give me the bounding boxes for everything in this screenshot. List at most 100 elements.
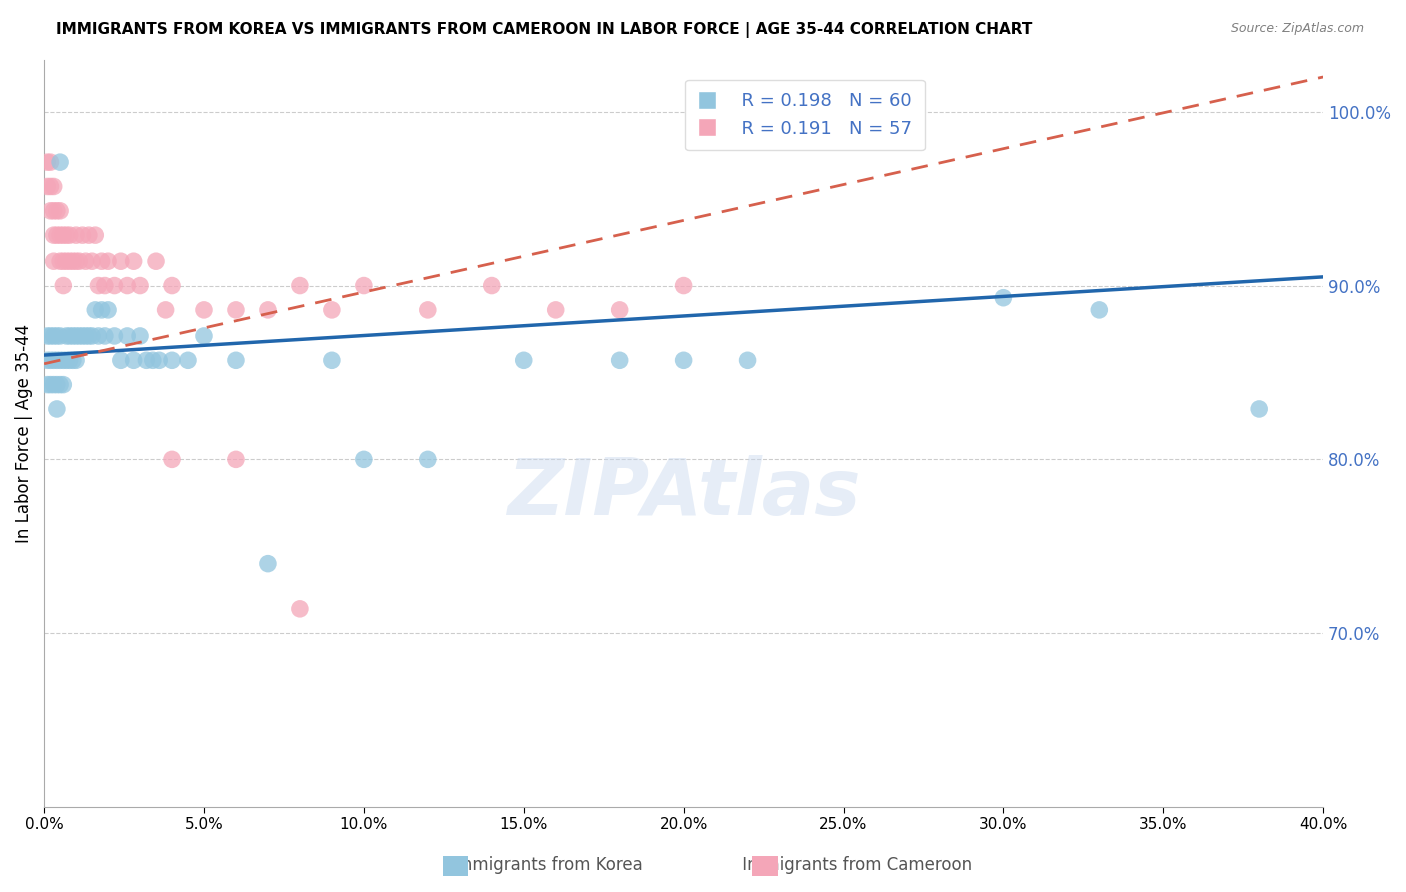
Point	[42, 353, 65, 368]
Text: ZIPAtlas: ZIPAtlas	[508, 455, 860, 531]
Point	[122, 254, 145, 268]
Point	[148, 353, 170, 368]
Point	[37, 179, 59, 194]
Point	[225, 353, 247, 368]
Point	[55, 228, 77, 243]
Point	[84, 302, 107, 317]
Point	[225, 452, 247, 467]
Point	[49, 254, 72, 268]
Point	[416, 452, 439, 467]
Point	[90, 302, 112, 317]
Point	[65, 254, 87, 268]
Point	[49, 329, 72, 343]
Point	[67, 329, 90, 343]
Point	[672, 353, 695, 368]
Point	[544, 302, 567, 317]
Point	[87, 329, 110, 343]
Point	[39, 203, 62, 218]
Point	[122, 353, 145, 368]
Point	[129, 329, 152, 343]
Point	[321, 302, 343, 317]
Point	[45, 329, 67, 343]
Point	[672, 278, 695, 293]
Point	[42, 377, 65, 392]
Point	[52, 278, 75, 293]
Point	[42, 203, 65, 218]
Point	[55, 329, 77, 343]
Point	[110, 353, 132, 368]
Point	[193, 329, 215, 343]
Point	[42, 228, 65, 243]
Point	[160, 278, 183, 293]
Point	[97, 254, 120, 268]
Text: IMMIGRANTS FROM KOREA VS IMMIGRANTS FROM CAMEROON IN LABOR FORCE | AGE 35-44 COR: IMMIGRANTS FROM KOREA VS IMMIGRANTS FROM…	[56, 22, 1032, 38]
Point	[37, 353, 59, 368]
Point	[321, 353, 343, 368]
Point	[45, 401, 67, 416]
Point	[609, 353, 631, 368]
Point	[72, 329, 94, 343]
Point	[59, 254, 82, 268]
Point	[110, 254, 132, 268]
Point	[42, 179, 65, 194]
Point	[65, 228, 87, 243]
Point	[129, 278, 152, 293]
Point	[80, 329, 103, 343]
Point	[45, 228, 67, 243]
Point	[49, 353, 72, 368]
Point	[513, 353, 536, 368]
Point	[65, 329, 87, 343]
Point	[39, 155, 62, 169]
Point	[55, 254, 77, 268]
Point	[59, 353, 82, 368]
Point	[288, 602, 311, 616]
Point	[117, 278, 139, 293]
Point	[155, 302, 177, 317]
Point	[416, 302, 439, 317]
Point	[65, 353, 87, 368]
Point	[737, 353, 759, 368]
Point	[45, 377, 67, 392]
Point	[39, 353, 62, 368]
Point	[45, 353, 67, 368]
Point	[177, 353, 200, 368]
Point	[993, 291, 1015, 305]
Point	[80, 254, 103, 268]
Point	[142, 353, 165, 368]
Point	[49, 203, 72, 218]
Point	[39, 179, 62, 194]
Point	[193, 302, 215, 317]
Point	[39, 329, 62, 343]
Text: Source: ZipAtlas.com: Source: ZipAtlas.com	[1230, 22, 1364, 36]
Point	[353, 278, 375, 293]
Point	[160, 353, 183, 368]
Text: Immigrants from Korea: Immigrants from Korea	[426, 855, 643, 873]
Point	[609, 302, 631, 317]
Point	[39, 377, 62, 392]
Point	[62, 254, 84, 268]
Point	[288, 278, 311, 293]
Point	[77, 329, 100, 343]
Point	[103, 329, 125, 343]
Point	[59, 329, 82, 343]
Point	[225, 302, 247, 317]
Point	[84, 228, 107, 243]
Point	[94, 329, 117, 343]
Point	[37, 155, 59, 169]
Point	[1088, 302, 1111, 317]
Point	[145, 254, 167, 268]
Point	[37, 377, 59, 392]
Point	[160, 452, 183, 467]
Point	[1249, 401, 1271, 416]
Point	[42, 254, 65, 268]
Point	[67, 254, 90, 268]
Point	[52, 228, 75, 243]
Point	[72, 228, 94, 243]
Point	[37, 329, 59, 343]
Y-axis label: In Labor Force | Age 35-44: In Labor Force | Age 35-44	[15, 324, 32, 543]
Point	[49, 377, 72, 392]
Point	[42, 329, 65, 343]
Point	[45, 203, 67, 218]
Point	[49, 228, 72, 243]
Point	[62, 353, 84, 368]
